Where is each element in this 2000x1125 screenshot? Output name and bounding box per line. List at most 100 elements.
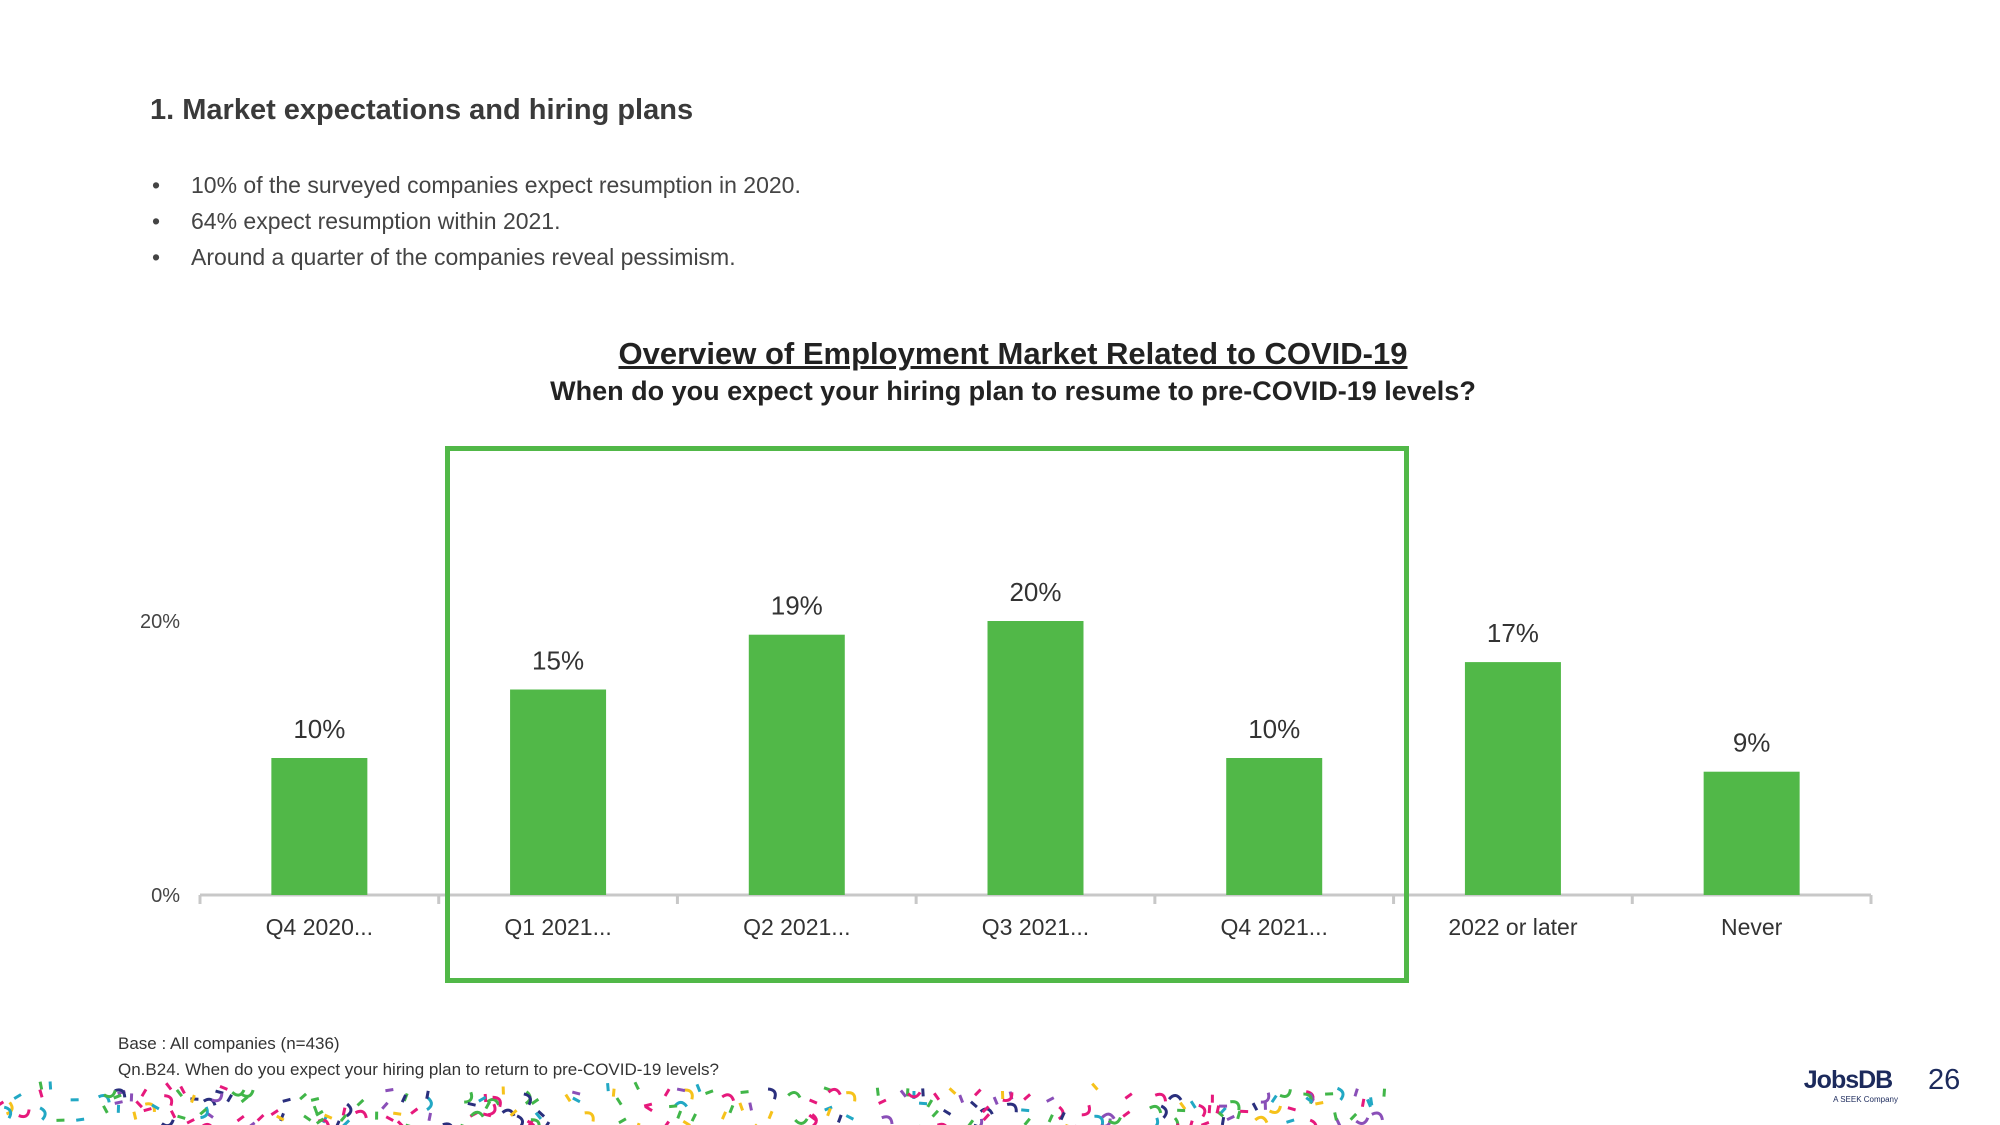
confetti-shape <box>826 1107 832 1117</box>
confetti-shape <box>1021 1108 1030 1113</box>
confetti-shape <box>530 1097 540 1105</box>
confetti-shape <box>663 1088 671 1097</box>
x-tick-label: Never <box>1721 914 1783 940</box>
confetti-shape <box>256 1113 265 1122</box>
confetti-shape <box>341 1107 347 1116</box>
confetti-shape <box>219 1084 228 1091</box>
y-tick-label: 20% <box>140 611 180 633</box>
confetti-shape <box>1091 1082 1099 1091</box>
confetti-shape <box>721 1093 736 1102</box>
confetti-shape <box>808 1113 817 1122</box>
footnote-base: Base : All companies (n=436) <box>118 1034 340 1053</box>
confetti-shape <box>982 1113 991 1122</box>
confetti-shape <box>135 1100 143 1109</box>
confetti-shape <box>179 1085 186 1095</box>
confetti-shape <box>334 1120 341 1125</box>
confetti-shape <box>13 1093 22 1100</box>
confetti-shape <box>75 1117 85 1122</box>
confetti-shape <box>381 1101 389 1110</box>
confetti-shape <box>1286 1118 1295 1124</box>
confetti-shape <box>611 1088 616 1097</box>
confetti-shape <box>948 1087 957 1095</box>
confetti-shape <box>425 1090 430 1100</box>
x-tick-label: Q4 2021... <box>1221 914 1328 940</box>
confetti-shape <box>1230 1100 1241 1111</box>
confetti-shape <box>1336 1086 1345 1101</box>
confetti-shape <box>199 1107 208 1116</box>
confetti-shape <box>299 1092 308 1101</box>
confetti-shape <box>151 1103 160 1111</box>
y-tick-label: 0% <box>151 885 180 907</box>
confetti-shape <box>992 1096 999 1106</box>
data-label: 20% <box>1009 577 1061 607</box>
confetti-shape <box>236 1114 245 1123</box>
confetti-shape <box>426 1096 433 1111</box>
confetti-shape <box>1263 1101 1267 1110</box>
confetti-shape <box>323 1113 333 1120</box>
confetti-shape <box>1240 1109 1249 1114</box>
confetti-shape <box>410 1107 419 1115</box>
confetti-shape <box>704 1089 714 1095</box>
confetti-shape <box>116 1104 121 1113</box>
chart-subtitle: When do you expect your hiring plan to r… <box>550 376 1476 406</box>
confetti-shape <box>846 1091 857 1102</box>
bar <box>1703 771 1800 895</box>
x-tick-label: Q3 2021... <box>982 914 1089 940</box>
confetti-shape <box>881 1115 894 1125</box>
confetti-shape <box>3 1105 13 1119</box>
confetti-shape <box>738 1102 744 1111</box>
confetti-shape <box>682 1120 691 1125</box>
confetti-shape <box>70 1098 79 1102</box>
confetti-shape <box>1219 1104 1228 1108</box>
x-tick-label: 2022 or later <box>1448 914 1577 940</box>
confetti-shape <box>240 1095 249 1104</box>
bullet-text: 64% expect resumption within 2021. <box>191 208 561 234</box>
confetti-shape <box>931 1109 940 1118</box>
confetti-shape <box>132 1111 138 1120</box>
confetti-shape <box>748 1102 753 1111</box>
confetti-shape <box>1006 1102 1018 1113</box>
logo-tagline: A SEEK Company <box>1833 1095 1898 1104</box>
confetti-shape <box>1210 1094 1214 1103</box>
bullet-text: 10% of the surveyed companies expect res… <box>191 172 801 198</box>
bar <box>1464 662 1561 895</box>
bar <box>510 689 607 895</box>
confetti-shape <box>684 1088 694 1100</box>
confetti-shape <box>942 1108 952 1116</box>
confetti-shape <box>129 1093 134 1102</box>
confetti-shape <box>662 1120 670 1125</box>
confetti-shape <box>385 1088 394 1093</box>
confetti-shape <box>18 1109 31 1119</box>
confetti-shape <box>958 1094 965 1104</box>
confetti-shape <box>933 1092 941 1101</box>
confetti-shape <box>981 1105 990 1114</box>
confetti-shape <box>492 1095 502 1108</box>
confetti-shape <box>315 1109 324 1117</box>
confetti-shape <box>38 1089 44 1098</box>
confetti-shape <box>241 1089 255 1098</box>
confetti-shape <box>1094 1114 1105 1125</box>
confetti-shape <box>523 1092 532 1106</box>
confetti-shape <box>1002 1092 1014 1103</box>
chart-title: Overview of Employment Market Related to… <box>618 336 1408 371</box>
confetti-shape <box>0 1100 5 1108</box>
x-tick-label: Q2 2021... <box>743 914 850 940</box>
confetti-shape <box>1177 1108 1186 1113</box>
confetti-shape <box>907 1091 922 1099</box>
confetti-shape <box>1270 1094 1278 1104</box>
confetti-shape <box>875 1087 880 1096</box>
confetti-shape <box>231 1089 246 1097</box>
confetti-shape <box>400 1094 407 1103</box>
confetti-shape <box>571 1090 581 1096</box>
confetti-shape <box>1047 1114 1054 1123</box>
bar <box>271 758 368 895</box>
confetti-shape <box>339 1113 348 1123</box>
confetti-shape <box>1215 1105 1221 1114</box>
confetti-shape <box>811 1113 818 1125</box>
confetti-shape <box>226 1093 233 1103</box>
confetti-shape <box>161 1119 175 1125</box>
confetti-shape <box>720 1111 727 1120</box>
confetti-shape <box>202 1097 217 1106</box>
confetti-shape <box>1200 1120 1210 1125</box>
confetti-shape <box>1236 1110 1242 1120</box>
